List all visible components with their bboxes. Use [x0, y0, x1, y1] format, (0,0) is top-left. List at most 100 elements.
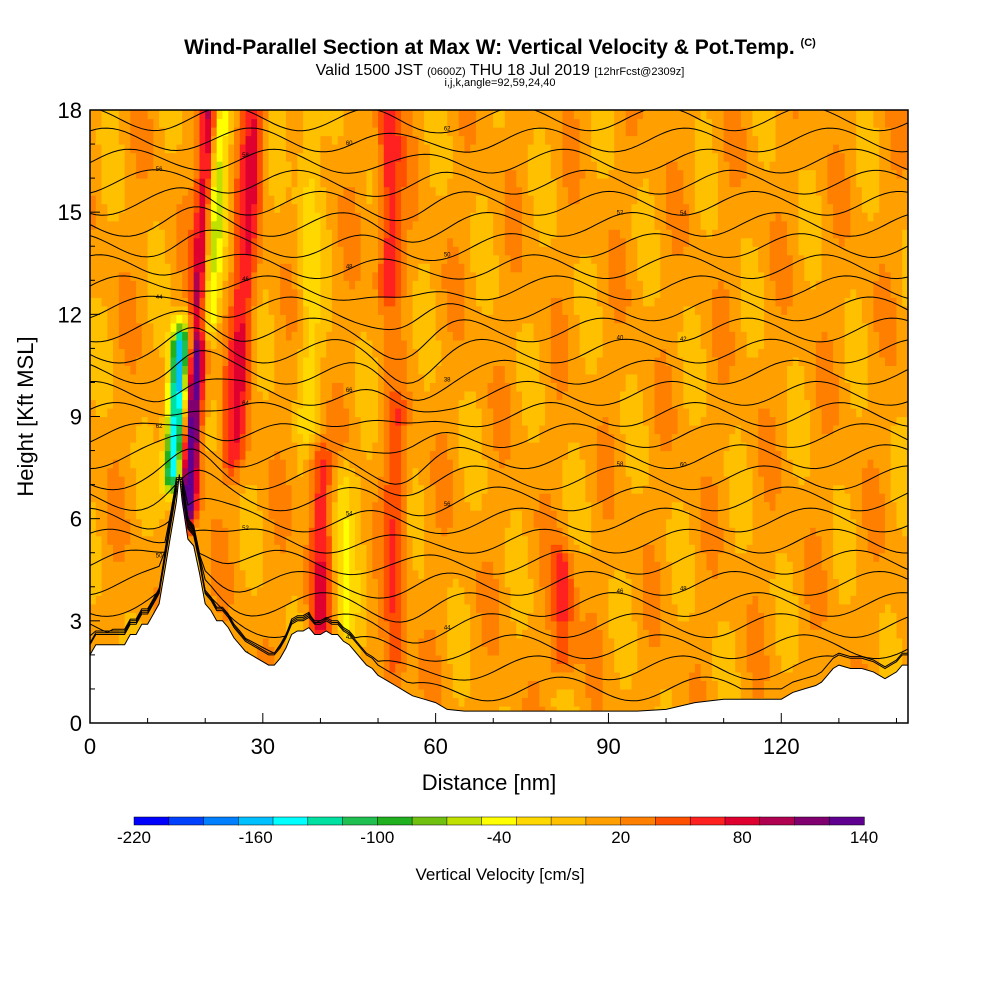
velocity-cell	[130, 425, 136, 434]
velocity-cell	[257, 170, 263, 179]
velocity-cell	[240, 536, 246, 545]
velocity-cell	[90, 417, 96, 426]
velocity-cell	[338, 468, 344, 477]
velocity-cell	[165, 144, 171, 153]
velocity-cell	[447, 434, 453, 443]
velocity-cell	[436, 612, 442, 621]
velocity-cell	[286, 561, 292, 570]
velocity-cell	[119, 161, 125, 170]
velocity-cell	[303, 238, 309, 247]
velocity-cell	[424, 493, 430, 502]
velocity-cell	[113, 331, 119, 340]
velocity-cell	[344, 434, 350, 443]
velocity-cell	[407, 357, 413, 366]
velocity-cell	[274, 536, 280, 545]
velocity-cell	[194, 417, 200, 426]
velocity-cell	[142, 255, 148, 264]
velocity-cell	[102, 263, 108, 272]
velocity-cell	[453, 698, 459, 707]
velocity-cell	[274, 510, 280, 519]
velocity-cell	[424, 425, 430, 434]
velocity-cell	[200, 502, 206, 511]
velocity-cell	[453, 689, 459, 698]
velocity-cell	[482, 382, 488, 391]
velocity-cell	[464, 476, 470, 485]
velocity-cell	[188, 255, 194, 264]
velocity-cell	[476, 689, 482, 698]
velocity-cell	[211, 510, 217, 519]
velocity-cell	[113, 612, 119, 621]
velocity-cell	[320, 229, 326, 238]
velocity-cell	[240, 604, 246, 613]
velocity-cell	[136, 161, 142, 170]
velocity-cell	[182, 127, 188, 136]
velocity-cell	[384, 136, 390, 145]
velocity-cell	[320, 417, 326, 426]
velocity-cell	[367, 502, 373, 511]
velocity-cell	[188, 331, 194, 340]
velocity-cell	[142, 153, 148, 162]
velocity-cell	[303, 357, 309, 366]
velocity-cell	[107, 561, 113, 570]
velocity-cell	[390, 144, 396, 153]
velocity-cell	[418, 621, 424, 630]
velocity-cell	[246, 604, 252, 613]
velocity-cell	[171, 221, 177, 230]
velocity-cell	[217, 306, 223, 315]
velocity-cell	[315, 153, 321, 162]
velocity-cell	[223, 425, 229, 434]
velocity-cell	[378, 595, 384, 604]
velocity-cell	[447, 604, 453, 613]
velocity-cell	[367, 314, 373, 323]
velocity-cell	[488, 629, 494, 638]
velocity-cell	[459, 280, 465, 289]
velocity-cell	[217, 195, 223, 204]
velocity-cell	[441, 689, 447, 698]
velocity-cell	[476, 527, 482, 536]
velocity-cell	[217, 485, 223, 494]
velocity-cell	[315, 340, 321, 349]
velocity-cell	[153, 365, 159, 374]
velocity-cell	[176, 110, 182, 119]
velocity-cell	[246, 331, 252, 340]
velocity-cell	[436, 374, 442, 383]
velocity-cell	[441, 280, 447, 289]
velocity-cell	[130, 493, 136, 502]
velocity-cell	[96, 485, 102, 494]
velocity-cell	[102, 255, 108, 264]
velocity-cell	[459, 153, 465, 162]
velocity-cell	[349, 621, 355, 630]
velocity-cell	[332, 527, 338, 536]
velocity-cell	[344, 297, 350, 306]
velocity-cell	[344, 119, 350, 128]
velocity-cell	[303, 382, 309, 391]
velocity-cell	[96, 323, 102, 332]
velocity-cell	[228, 400, 234, 409]
velocity-cell	[176, 442, 182, 451]
velocity-cell	[130, 442, 136, 451]
velocity-cell	[90, 272, 96, 281]
velocity-cell	[113, 604, 119, 613]
velocity-cell	[482, 153, 488, 162]
velocity-cell	[447, 195, 453, 204]
velocity-cell	[453, 331, 459, 340]
velocity-cell	[372, 280, 378, 289]
velocity-cell	[413, 306, 419, 315]
velocity-cell	[436, 136, 442, 145]
velocity-cell	[482, 536, 488, 545]
velocity-cell	[418, 493, 424, 502]
velocity-cell	[251, 544, 257, 553]
velocity-cell	[228, 136, 234, 145]
velocity-cell	[401, 485, 407, 494]
velocity-cell	[130, 195, 136, 204]
velocity-cell	[188, 272, 194, 281]
velocity-cell	[297, 485, 303, 494]
velocity-cell	[447, 587, 453, 596]
velocity-cell	[407, 468, 413, 477]
velocity-cell	[113, 221, 119, 230]
velocity-cell	[361, 110, 367, 119]
velocity-cell	[344, 127, 350, 136]
velocity-cell	[246, 536, 252, 545]
velocity-cell	[205, 536, 211, 545]
velocity-cell	[234, 485, 240, 494]
